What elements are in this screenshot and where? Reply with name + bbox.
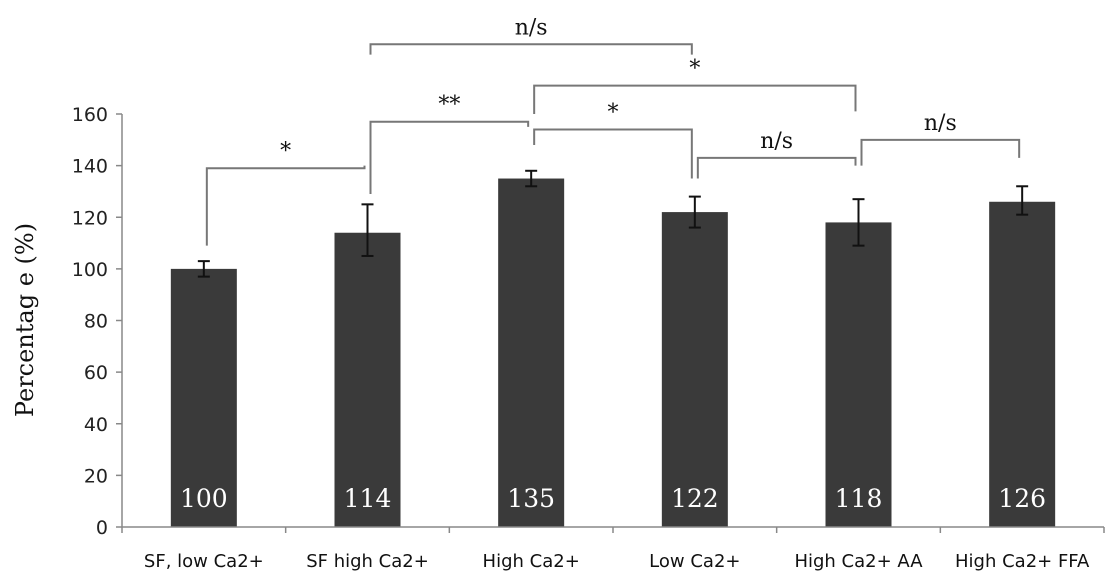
significance-label: n/s [760, 129, 793, 154]
significance-bracket [369, 120, 530, 195]
bar-value-label: 122 [671, 484, 719, 513]
significance-label: * [689, 57, 700, 82]
y-tick-label: 40 [84, 414, 108, 436]
significance-bracket [860, 138, 1021, 166]
bar-value-label: 114 [344, 484, 392, 513]
bar [170, 268, 237, 527]
x-category-label: High Ca2+ AA [794, 551, 923, 572]
x-category-label: Low Ca2+ [649, 551, 740, 572]
significance-bracket [369, 43, 693, 55]
x-category-label: SF high Ca2+ [306, 551, 429, 572]
significance-bracket [696, 156, 857, 179]
significance-brackets: *** *n/sn/s*n/s [205, 15, 1021, 246]
y-tick-label: 60 [84, 362, 108, 384]
y-tick-label: 160 [72, 104, 108, 126]
bar [498, 178, 565, 527]
y-tick-label: 80 [84, 311, 108, 333]
x-category-label: High Ca2+ FFA [955, 551, 1090, 572]
bar-value-label: 118 [835, 484, 883, 513]
bars: 100 114 135 122 118 126 [170, 169, 1056, 528]
bar-value-label: 100 [180, 484, 228, 513]
bar [661, 212, 728, 527]
x-category-label: High Ca2+ [483, 551, 580, 572]
x-axis: SF, low Ca2+ SF high Ca2+ High Ca2+ Low Ca2… [121, 526, 1105, 572]
y-axis-label: Percentag e (%) [11, 223, 39, 417]
bar [334, 232, 401, 528]
y-axis: 0 20 40 60 80 100 120 140 160 [72, 104, 123, 539]
bar-value-label: 126 [998, 484, 1046, 513]
y-tick-label: 140 [72, 156, 108, 178]
bar-value-label: 135 [507, 484, 555, 513]
y-tick-label: 20 [84, 465, 108, 487]
significance-bracket [533, 128, 693, 179]
bar [825, 222, 892, 527]
significance-label: ** [438, 93, 460, 118]
bar [989, 201, 1056, 527]
significance-label: * [280, 139, 291, 164]
significance-label: * [608, 100, 619, 125]
significance-label: n/s [515, 15, 548, 40]
x-category-label: SF, low Ca2+ [144, 551, 264, 572]
y-tick-label: 120 [72, 207, 108, 229]
significance-bracket [205, 165, 366, 246]
y-tick-label: 0 [96, 517, 108, 539]
significance-bracket [533, 84, 857, 114]
significance-label: n/s [924, 111, 957, 136]
y-tick-label: 100 [72, 259, 108, 281]
